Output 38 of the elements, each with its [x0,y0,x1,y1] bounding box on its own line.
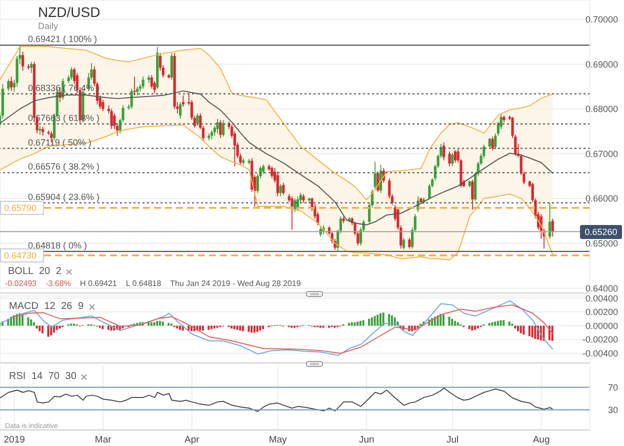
ref-line-label: 0.69421 ( 100% ) [28,34,98,44]
text: RSI 14 70 30 [9,371,76,383]
y-tick-label: 0.67000 [585,148,618,159]
annotation: -3.68% [46,279,71,289]
y-tick-label: 0.00000 [585,320,618,331]
ref-line-label: 0.65790 [4,203,37,214]
annotation: BOLL 20 2 [8,266,62,278]
x-tick-label: May [268,434,288,446]
y-tick-label: 0.00200 [585,307,618,318]
y-tick-label: 0.70000 [585,14,618,24]
x-tick-label: 2019 [4,434,25,446]
x-tick-label: Aug [532,434,550,446]
x-tick-label: Apr [184,434,200,446]
annotation: 0.65260 [580,224,622,239]
x-tick-label: Jul [446,434,459,446]
y-tick-label: -0.00200 [582,334,618,345]
y-tick-label: 0.69000 [585,59,618,70]
ref-line-label: 0.66576 ( 38.2% ) [28,162,100,172]
annotation: Thu Jan 24 2019 - Wed Aug 28 2019 [170,279,301,289]
annotation: -0.02493 [5,279,37,289]
y-tick-label: 0.66000 [585,194,618,204]
ref-line-label: 0.64818 ( 0% ) [28,240,88,250]
x-tick-label: Mar [94,434,112,446]
y-tick-label: -0.00400 [582,348,618,359]
y-tick-label: 0.68000 [585,104,618,114]
y-tick-label: 30 [608,404,618,415]
text: MACD 12 26 9 [9,301,84,313]
y-tick-label: 70 [608,382,618,393]
y-tick-label: 0.00400 [585,293,618,304]
x-tick-label: Jun [358,434,374,446]
y-tick-label: 0.64000 [585,283,618,294]
annotation: L 0.64818 [126,279,162,289]
ref-line-label: 0.64730 [4,250,37,261]
y-tick-label: 0.65000 [585,238,618,248]
text: Daily [38,21,58,32]
chart-title: NZD/USD [38,4,100,20]
ref-line-label: 0.65904 ( 23.6% ) [28,192,100,202]
annotation: H 0.69421 [80,279,117,289]
